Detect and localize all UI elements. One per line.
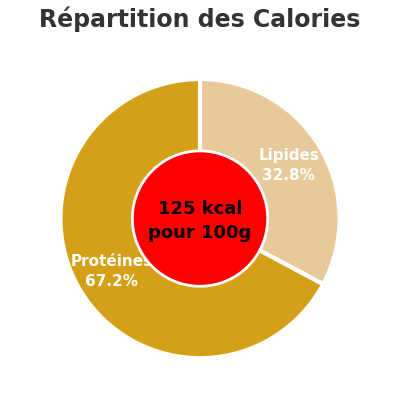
Text: 125 kcal: 125 kcal	[158, 200, 242, 218]
Text: Lipides: Lipides	[258, 148, 319, 163]
Wedge shape	[200, 79, 340, 284]
Text: Protéines: Protéines	[70, 254, 152, 270]
Text: pour 100g: pour 100g	[148, 224, 252, 242]
Text: 32.8%: 32.8%	[262, 168, 315, 183]
Text: 67.2%: 67.2%	[85, 274, 138, 289]
Circle shape	[134, 153, 266, 284]
Title: Répartition des Calories: Répartition des Calories	[39, 7, 361, 32]
Wedge shape	[60, 79, 323, 358]
